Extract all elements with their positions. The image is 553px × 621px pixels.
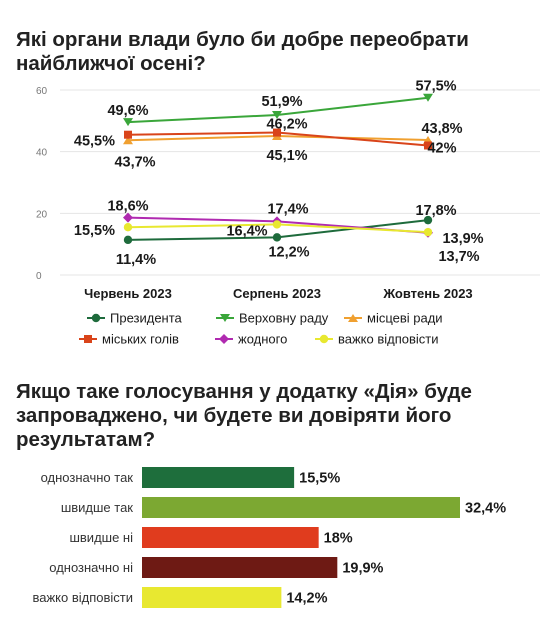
legend-label: жодного xyxy=(238,332,287,347)
series-circle-point xyxy=(123,235,133,245)
data-label: 57,5% xyxy=(415,79,456,95)
x-tick-label: Серпень 2023 xyxy=(233,286,321,301)
data-label: 12,2% xyxy=(268,244,309,260)
bar xyxy=(142,527,319,548)
x-tick-label: Жовтень 2023 xyxy=(382,286,472,301)
series-circle-point xyxy=(272,233,282,242)
series-square-point xyxy=(424,141,432,150)
legend-label: Верховну раду xyxy=(239,311,329,326)
legend-label: міських голів xyxy=(102,332,179,347)
legend-marker xyxy=(220,314,230,322)
series-circle-point xyxy=(423,215,433,225)
bar-category-label: швидше так xyxy=(61,500,133,515)
legend-marker xyxy=(348,314,358,322)
bar xyxy=(142,557,338,578)
y-tick-label: 40 xyxy=(36,148,48,159)
data-label: 16,4% xyxy=(226,223,267,239)
series-triangle-down-point xyxy=(272,110,282,119)
data-label: 43,7% xyxy=(114,154,155,170)
bar-value-label: 15,5% xyxy=(299,471,340,487)
legend-marker xyxy=(219,334,229,344)
legend-label: важко відповісти xyxy=(338,332,439,347)
bar-category-label: важко відповісти xyxy=(32,590,133,605)
y-tick-label: 0 xyxy=(36,271,42,282)
y-tick-label: 20 xyxy=(36,209,48,220)
bar xyxy=(142,587,282,608)
bar-value-label: 32,4% xyxy=(465,501,506,517)
bar xyxy=(142,467,295,488)
x-tick-label: Червень 2023 xyxy=(84,286,172,301)
legend-label: Президента xyxy=(110,311,183,326)
data-label: 45,1% xyxy=(266,148,307,164)
bar-value-label: 19,9% xyxy=(342,561,383,577)
series-circle-point xyxy=(423,227,433,237)
data-label: 43,8% xyxy=(421,121,462,137)
data-label: 13,9% xyxy=(442,231,483,247)
data-label: 17,4% xyxy=(267,201,308,217)
bar xyxy=(142,497,460,518)
data-label: 13,7% xyxy=(438,249,479,265)
data-label: 17,8% xyxy=(415,203,456,219)
data-label: 15,5% xyxy=(74,223,115,239)
series-diamond-point xyxy=(123,212,133,223)
series-square-point xyxy=(273,128,281,137)
bar-value-label: 14,2% xyxy=(286,591,327,607)
data-label: 45,5% xyxy=(74,134,115,150)
data-label: 42% xyxy=(427,141,456,157)
data-label: 51,9% xyxy=(261,94,302,110)
bar-category-label: однозначно так xyxy=(41,470,134,485)
data-label: 46,2% xyxy=(266,117,307,133)
series-triangle-down-point xyxy=(423,93,433,102)
series-triangle-down-point xyxy=(123,118,133,127)
bar-category-label: однозначно ні xyxy=(49,560,133,575)
legend-marker xyxy=(84,335,92,343)
data-label: 11,4% xyxy=(116,252,156,268)
data-label: 18,6% xyxy=(107,199,148,215)
bar-chart-title: Якщо таке голосування у додатку «Дія» бу… xyxy=(16,380,472,451)
line-chart-title: Які органи влади було би добре переобрат… xyxy=(16,28,469,75)
legend-marker xyxy=(319,334,329,344)
legend-marker xyxy=(91,313,101,323)
series-circle-point xyxy=(123,223,133,232)
bar-category-label: швидше ні xyxy=(69,530,133,545)
legend-label: місцеві ради xyxy=(367,311,443,326)
series-square-point xyxy=(124,130,132,139)
y-tick-label: 60 xyxy=(36,86,48,97)
series-triangle-up-point xyxy=(123,136,133,145)
bar-value-label: 18% xyxy=(324,531,353,547)
series-circle-point xyxy=(272,220,282,229)
data-label: 49,6% xyxy=(107,103,148,119)
